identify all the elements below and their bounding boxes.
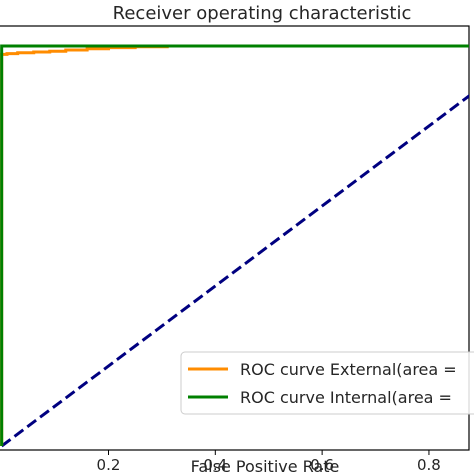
x-axis: 0.2 0.4 0.6 0.8 [97, 450, 441, 474]
chart-title: Receiver operating characteristic [113, 3, 412, 24]
x-tick-label: 0.8 [417, 456, 441, 474]
x-tick-label: 0.2 [97, 456, 121, 474]
legend: ROC curve External(area = ROC curve Inte… [180, 351, 474, 415]
legend-label-external: ROC curve External(area = [240, 360, 457, 379]
chance-diagonal-line [0, 94, 469, 448]
legend-label-internal: ROC curve Internal(area = [240, 388, 452, 407]
series-layer [0, 44, 469, 448]
x-axis-label: False Positive Rate [191, 457, 340, 474]
legend-box [180, 351, 474, 415]
x-tick-label: 0.6 [310, 456, 334, 474]
x-tick-label: 0.4 [203, 456, 227, 474]
roc-line-internal [0, 44, 469, 446]
plot-area-frame [0, 25, 470, 451]
